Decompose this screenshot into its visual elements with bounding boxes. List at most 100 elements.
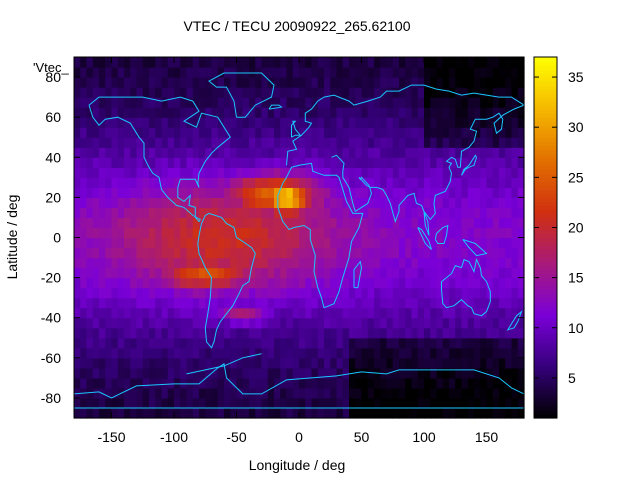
heatmap-cell bbox=[492, 117, 500, 128]
heatmap-cell bbox=[380, 347, 388, 359]
heatmap-cell bbox=[430, 297, 438, 309]
heatmap-cell bbox=[386, 387, 394, 399]
heatmap-cell bbox=[211, 117, 219, 128]
heatmap-cell bbox=[330, 347, 338, 359]
heatmap-cell bbox=[505, 177, 513, 188]
heatmap-cell bbox=[480, 117, 488, 128]
heatmap-cell bbox=[324, 387, 331, 399]
heatmap-cell bbox=[399, 147, 406, 158]
heatmap-cell bbox=[242, 177, 250, 188]
heatmap-cell bbox=[105, 197, 113, 209]
heatmap-cell bbox=[105, 227, 113, 239]
heatmap-cell bbox=[336, 357, 344, 369]
colorbar-step bbox=[534, 161, 557, 166]
heatmap-cell bbox=[124, 387, 131, 399]
heatmap-cell bbox=[505, 257, 513, 269]
heatmap-cell bbox=[305, 247, 313, 259]
heatmap-cell bbox=[424, 227, 431, 239]
heatmap-cell bbox=[130, 277, 138, 289]
heatmap-cell bbox=[242, 217, 250, 229]
heatmap-cell bbox=[124, 177, 131, 188]
heatmap-cell bbox=[330, 137, 338, 148]
heatmap-cell bbox=[361, 237, 369, 249]
heatmap-cell bbox=[455, 257, 463, 269]
heatmap-cell bbox=[311, 357, 319, 369]
heatmap-cell bbox=[505, 187, 513, 198]
heatmap-cell bbox=[311, 77, 319, 88]
heatmap-cell bbox=[486, 227, 494, 239]
heatmap-cell bbox=[136, 247, 144, 259]
heatmap-cell bbox=[255, 367, 263, 379]
heatmap-cell bbox=[217, 317, 225, 329]
heatmap-cell bbox=[174, 87, 181, 98]
coastline bbox=[331, 104, 525, 236]
heatmap-cell bbox=[492, 247, 500, 259]
heatmap-cell bbox=[305, 277, 313, 289]
heatmap-cell bbox=[405, 307, 413, 319]
heatmap-cell bbox=[161, 317, 169, 329]
heatmap-cell bbox=[92, 347, 100, 359]
heatmap-cell bbox=[105, 337, 113, 349]
heatmap-cell bbox=[399, 357, 406, 369]
heatmap-cell bbox=[286, 377, 294, 389]
heatmap-cell bbox=[449, 257, 456, 269]
heatmap-cell bbox=[342, 347, 350, 359]
heatmap-cell bbox=[374, 357, 381, 369]
heatmap-cell bbox=[461, 287, 469, 299]
heatmap-cell bbox=[399, 387, 406, 399]
heatmap-cell bbox=[499, 287, 506, 299]
heatmap-cell bbox=[217, 377, 225, 389]
heatmap-cell bbox=[192, 177, 200, 188]
heatmap-cell bbox=[249, 377, 256, 389]
heatmap-cell bbox=[467, 267, 475, 279]
heatmap-cell bbox=[317, 227, 325, 239]
heatmap-cell bbox=[474, 167, 481, 178]
heatmap-cell bbox=[411, 337, 419, 349]
heatmap-cell bbox=[142, 277, 150, 289]
heatmap-cell bbox=[299, 317, 306, 329]
heatmap-cell bbox=[105, 277, 113, 289]
heatmap-cell bbox=[174, 227, 181, 239]
heatmap-cell bbox=[99, 167, 106, 178]
heatmap-cell bbox=[167, 177, 175, 188]
heatmap-cell bbox=[136, 147, 144, 158]
heatmap-cell bbox=[392, 347, 400, 359]
heatmap-cell bbox=[161, 117, 169, 128]
heatmap-cell bbox=[436, 267, 444, 279]
heatmap-cell bbox=[86, 347, 94, 359]
heatmap-cell bbox=[467, 317, 475, 329]
heatmap-cell bbox=[305, 267, 313, 279]
heatmap-cell bbox=[355, 327, 363, 339]
x-axis-label: Longitude / deg bbox=[249, 457, 346, 473]
heatmap-cell bbox=[511, 357, 519, 369]
heatmap-cell bbox=[492, 177, 500, 188]
heatmap-cell bbox=[417, 177, 425, 188]
heatmap-cell bbox=[286, 107, 294, 118]
heatmap-cell bbox=[392, 67, 400, 78]
heatmap-cell bbox=[161, 107, 169, 118]
heatmap-cell bbox=[399, 187, 406, 198]
heatmap-cell bbox=[274, 247, 281, 259]
heatmap-cell bbox=[142, 197, 150, 209]
heatmap-cell bbox=[249, 387, 256, 399]
heatmap-cell bbox=[105, 217, 113, 229]
heatmap-cell bbox=[486, 77, 494, 88]
heatmap-cell bbox=[205, 77, 213, 88]
heatmap-cell bbox=[361, 147, 369, 158]
heatmap-cell bbox=[105, 237, 113, 249]
heatmap-cell bbox=[280, 57, 288, 68]
heatmap-cell bbox=[330, 377, 338, 389]
heatmap-cell bbox=[417, 247, 425, 259]
heatmap-cell bbox=[255, 377, 263, 389]
heatmap-cell bbox=[111, 387, 119, 399]
heatmap-cell bbox=[467, 97, 475, 108]
heatmap-cell bbox=[136, 297, 144, 309]
heatmap-cell bbox=[80, 87, 88, 98]
heatmap-cell bbox=[392, 107, 400, 118]
heatmap-cell bbox=[367, 407, 375, 419]
heatmap-cell bbox=[436, 277, 444, 289]
heatmap-cell bbox=[155, 127, 163, 138]
heatmap-cell bbox=[205, 297, 213, 309]
heatmap-cell bbox=[205, 337, 213, 349]
heatmap-cell bbox=[311, 347, 319, 359]
